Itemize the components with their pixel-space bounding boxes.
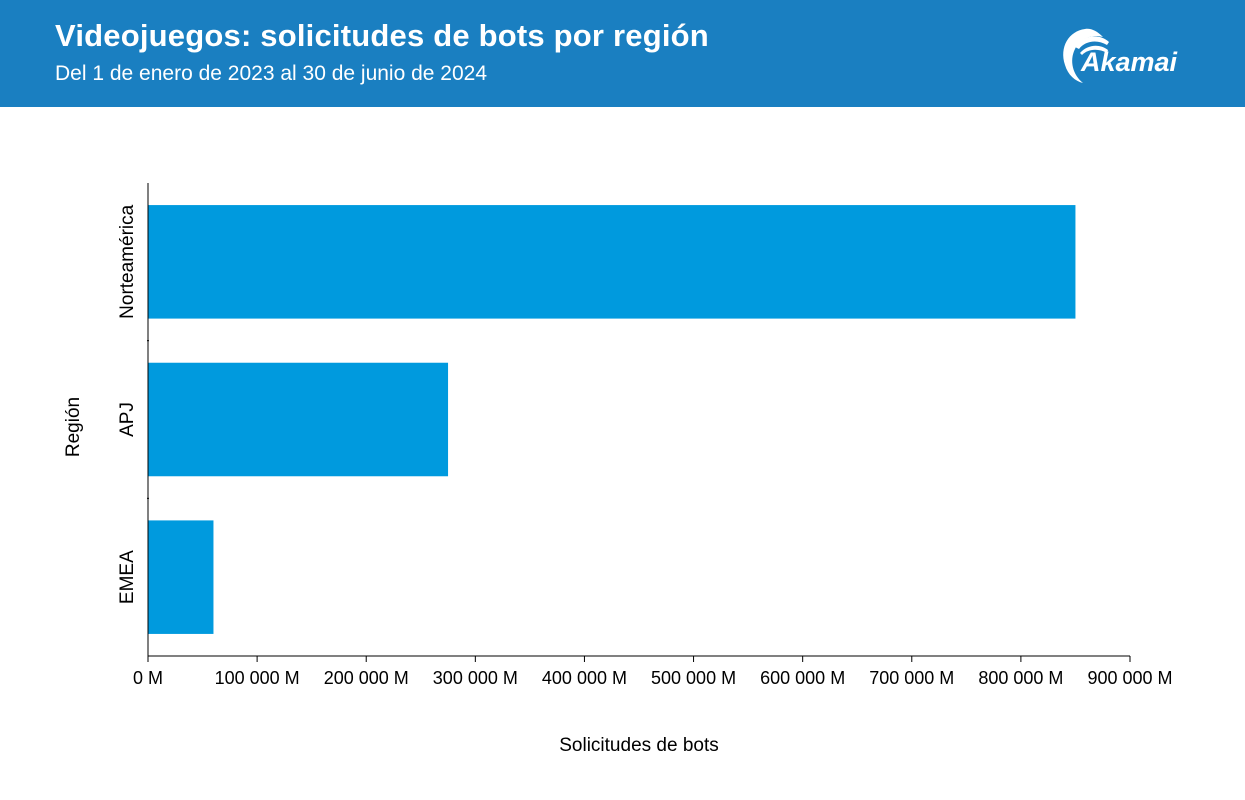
x-tick-label-1: 100 000 M: [215, 668, 300, 688]
bar-chart: Norteamérica APJ EMEA 0 M 100 000 M 200 000 M…: [63, 183, 1173, 756]
chart-header: Videojuegos: solicitudes de bots por reg…: [0, 0, 1245, 107]
x-tick-label-7: 700 000 M: [869, 668, 954, 688]
x-tick-label-5: 500 000 M: [651, 668, 736, 688]
bar-0: [148, 205, 1076, 319]
category-label-1: APJ: [117, 402, 138, 437]
x-tick-label-3: 300 000 M: [433, 668, 518, 688]
x-axis-title: Solicitudes de bots: [559, 735, 719, 756]
x-tick-label-8: 800 000 M: [978, 668, 1063, 688]
category-label-0: Norteamérica: [117, 204, 138, 318]
akamai-logo: Akamai: [1055, 25, 1205, 87]
category-label-2: EMEA: [117, 550, 138, 604]
bar-1: [148, 362, 449, 477]
x-tick-label-0: 0 M: [133, 668, 163, 688]
y-axis-title: Región: [63, 397, 84, 457]
chart-subtitle: Del 1 de enero de 2023 al 30 de junio de…: [55, 62, 488, 85]
akamai-logo-text: Akamai: [1081, 47, 1178, 77]
akamai-wave-icon: [1063, 28, 1109, 83]
x-tick-label-9: 900 000 M: [1087, 668, 1172, 688]
chart-title: Videojuegos: solicitudes de bots por reg…: [55, 18, 709, 53]
bar-2: [148, 520, 214, 634]
x-tick-label-4: 400 000 M: [542, 668, 627, 688]
x-tick-label-2: 200 000 M: [324, 668, 409, 688]
x-tick-label-6: 600 000 M: [760, 668, 845, 688]
